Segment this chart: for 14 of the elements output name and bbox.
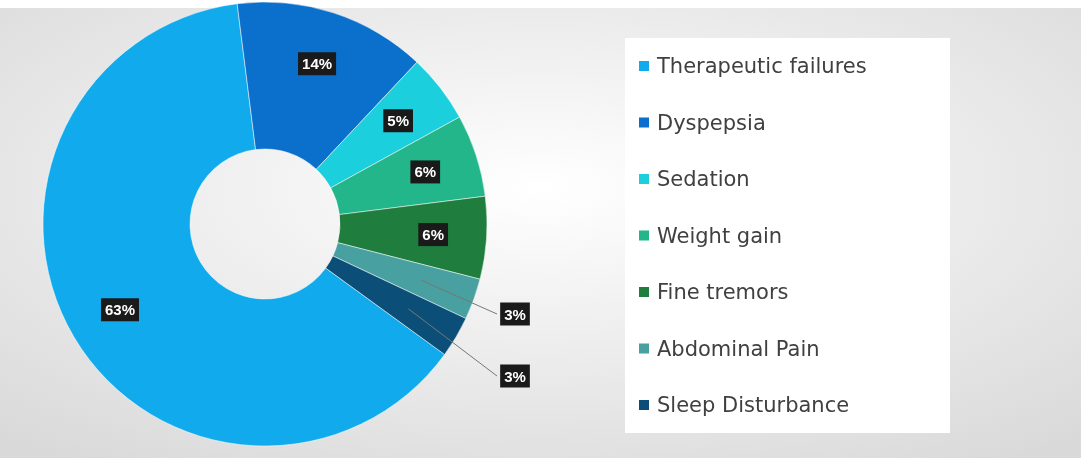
- legend-label: Sedation: [657, 167, 750, 191]
- legend-label: Therapeutic failures: [656, 54, 867, 78]
- data-label: 3%: [504, 367, 526, 385]
- data-label: 6%: [414, 163, 437, 181]
- legend-label: Fine tremors: [657, 280, 789, 304]
- legend-label: Sleep Disturbance: [657, 393, 850, 417]
- legend-label: Abdominal Pain: [657, 336, 820, 361]
- data-label: 63%: [104, 301, 135, 319]
- data-label: 3%: [504, 305, 526, 323]
- data-label: 5%: [387, 112, 409, 130]
- legend-label: Dyspepsia: [657, 110, 766, 135]
- data-label: 14%: [302, 55, 333, 73]
- data-label: 6%: [422, 226, 445, 244]
- legend-label: Weight gain: [657, 223, 783, 248]
